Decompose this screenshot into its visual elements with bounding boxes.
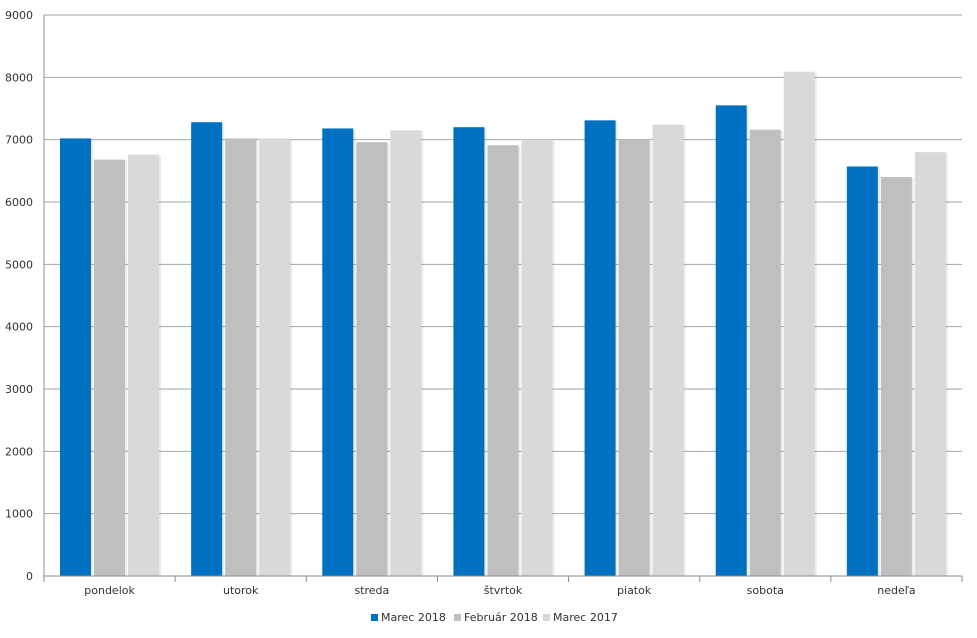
y-tick-label: 8000 [5,71,33,84]
x-tick-label: nedeľa [877,584,915,597]
bar[interactable] [128,154,159,577]
x-axis: pondelok utorok streda štvrtok piatok sobota n… [43,575,963,597]
bar[interactable] [846,166,878,576]
bar[interactable] [584,120,616,577]
legend: Marec 2018 Február 2018 Marec 2017 [371,611,618,624]
legend-label[interactable]: Február 2018 [464,611,538,624]
legend-swatch [371,614,378,621]
y-tick-label: 0 [26,570,33,583]
bar[interactable] [880,177,912,577]
x-tick-label: streda [354,584,389,597]
bar[interactable] [191,122,223,577]
bar[interactable] [259,138,291,577]
legend-label[interactable]: Marec 2018 [381,611,446,624]
x-tick-label: piatok [617,584,652,597]
bar[interactable] [715,105,747,576]
legend-label[interactable]: Marec 2017 [553,611,618,624]
legend-swatch [543,614,550,621]
x-tick-label: utorok [223,584,259,597]
legend-swatch [454,614,461,621]
x-tick-label: pondelok [84,584,135,597]
y-tick-label: 4000 [5,321,33,334]
y-tick-label: 2000 [5,445,33,458]
y-tick-label: 5000 [5,258,33,271]
bar[interactable] [749,129,781,576]
x-tick-label: sobota [747,584,784,597]
bar[interactable] [652,124,684,576]
y-tick-label: 9000 [5,9,33,22]
bar[interactable] [356,142,388,576]
bar[interactable] [783,71,815,577]
bar[interactable] [225,138,257,577]
y-axis-ticks: 0 1000 2000 3000 4000 5000 6000 7000 8000 9000 [5,9,33,583]
bar[interactable] [60,138,91,577]
y-tick-label: 7000 [5,134,33,147]
x-tick-label: štvrtok [484,584,523,597]
bar[interactable] [390,130,422,577]
y-tick-label: 3000 [5,383,33,396]
bar[interactable] [453,127,485,576]
bar[interactable] [914,152,946,576]
bar[interactable] [521,139,553,576]
y-tick-label: 1000 [5,508,33,521]
bar[interactable] [487,145,519,576]
bar[interactable] [94,159,125,576]
y-tick-label: 6000 [5,196,33,209]
bar[interactable] [618,139,650,576]
bar[interactable] [322,128,354,577]
bars [60,71,948,577]
